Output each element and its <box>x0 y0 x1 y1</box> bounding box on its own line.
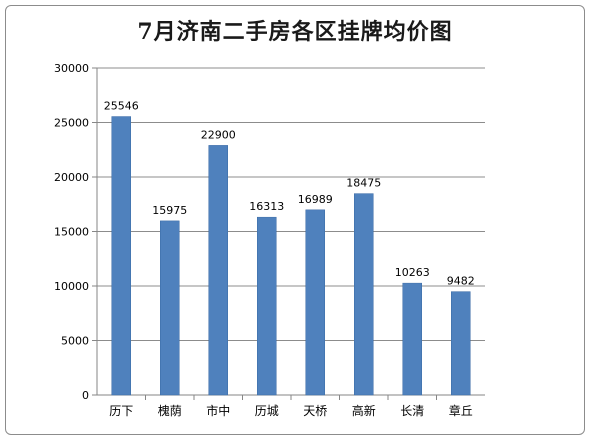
data-label: 25546 <box>104 100 139 113</box>
data-label: 18475 <box>346 177 381 190</box>
y-tick-label: 15000 <box>54 226 89 239</box>
bar <box>111 116 131 396</box>
x-tick-label: 历下 <box>109 404 133 418</box>
bar <box>402 282 422 396</box>
y-tick-label: 20000 <box>54 171 89 184</box>
y-tick-label: 25000 <box>54 117 89 130</box>
bar <box>160 220 180 396</box>
bar <box>451 291 471 396</box>
data-label: 16313 <box>249 200 284 213</box>
data-label: 9482 <box>447 275 475 288</box>
data-label: 15975 <box>152 204 187 217</box>
bar <box>305 209 325 396</box>
x-tick-label: 章丘 <box>449 403 473 418</box>
bar <box>354 193 374 396</box>
y-tick-label: 0 <box>82 389 89 402</box>
chart-frame <box>5 5 585 435</box>
chart-title: 7月济南二手房各区挂牌均价图 <box>137 19 453 45</box>
y-tick-label: 10000 <box>54 280 89 293</box>
data-label: 10263 <box>395 266 430 279</box>
x-tick-label: 市中 <box>206 403 230 418</box>
x-tick-label: 槐荫 <box>158 403 182 418</box>
y-tick-label: 5000 <box>61 335 89 348</box>
x-tick-label: 天桥 <box>303 404 327 418</box>
x-tick-label: 历城 <box>255 404 279 418</box>
data-label: 16989 <box>298 193 333 206</box>
x-tick-label: 高新 <box>352 403 376 418</box>
x-tick-label: 长清 <box>400 404 424 418</box>
data-label: 22900 <box>201 128 236 141</box>
bar <box>208 145 228 396</box>
bar <box>257 216 277 396</box>
y-tick-label: 30000 <box>54 62 89 75</box>
